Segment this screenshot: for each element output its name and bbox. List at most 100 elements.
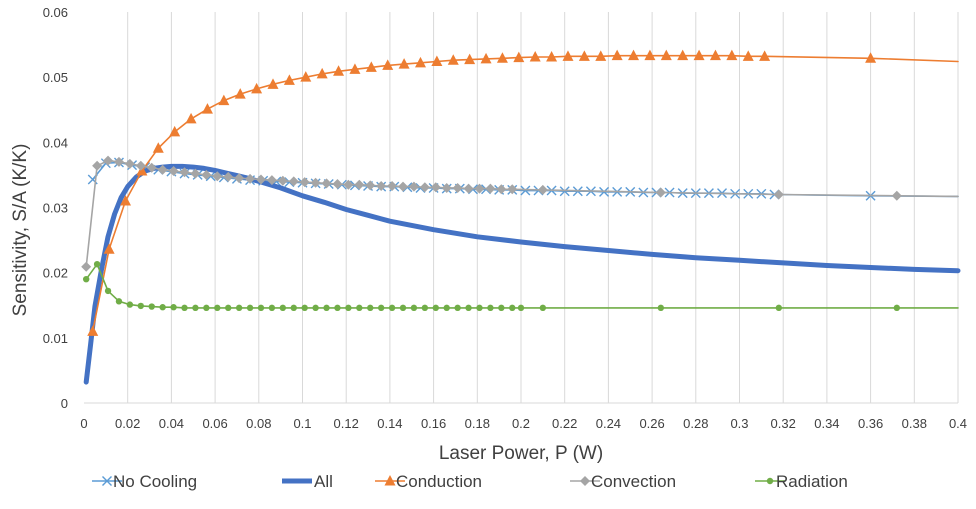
data-point — [441, 182, 452, 193]
data-point — [181, 304, 188, 312]
data-point — [103, 243, 115, 254]
x-tick-label: 0.24 — [596, 416, 621, 431]
data-point — [170, 304, 177, 311]
x-tick-label: 0 — [80, 416, 87, 431]
data-point — [399, 304, 407, 312]
legend-marker — [766, 477, 774, 485]
x-tick-label: 0.28 — [683, 416, 708, 431]
data-point — [104, 287, 112, 295]
y-tick-label: 0.04 — [43, 135, 68, 150]
data-point — [693, 49, 705, 61]
data-point — [235, 304, 243, 312]
data-point — [487, 304, 494, 312]
data-point — [201, 169, 212, 180]
data-point — [137, 302, 145, 310]
legend-label: No Cooling — [113, 472, 197, 491]
data-point — [517, 304, 525, 312]
legend-marker — [102, 476, 112, 486]
data-point — [611, 49, 623, 61]
data-point — [203, 304, 210, 312]
data-point — [509, 304, 516, 312]
data-point — [212, 171, 223, 182]
legend-item-conduction: Conduction — [375, 472, 482, 491]
data-point — [655, 187, 666, 198]
data-point — [376, 180, 387, 191]
data-point — [113, 156, 124, 167]
data-point — [323, 304, 330, 312]
data-point — [365, 61, 377, 72]
series-line-radiation — [85, 263, 959, 309]
series-group — [81, 49, 961, 385]
data-point — [891, 190, 902, 201]
data-point — [463, 183, 474, 194]
y-tick-label: 0.03 — [43, 201, 68, 216]
x-tick-label: 0.26 — [639, 416, 664, 431]
data-point — [408, 181, 419, 192]
data-point — [546, 50, 558, 62]
data-point — [81, 261, 92, 272]
data-point — [82, 275, 90, 283]
data-point — [334, 304, 341, 312]
data-point — [115, 298, 123, 305]
data-point — [332, 179, 343, 190]
series-convection — [81, 155, 959, 272]
data-point — [454, 304, 461, 312]
data-point — [367, 304, 374, 312]
data-point — [742, 50, 754, 61]
legend-marker — [384, 475, 396, 486]
data-point — [87, 325, 99, 336]
data-point — [476, 304, 483, 312]
data-point — [430, 182, 441, 193]
data-point — [92, 160, 103, 171]
data-point — [657, 304, 665, 312]
data-point — [246, 304, 254, 312]
data-point — [179, 167, 190, 178]
legend-label: Radiation — [776, 472, 848, 491]
x-tick-label: 0.36 — [858, 416, 883, 431]
data-point — [124, 158, 135, 169]
series-radiation — [82, 260, 959, 312]
data-point — [595, 50, 607, 61]
data-point — [267, 78, 279, 89]
data-point — [333, 65, 345, 76]
data-point — [474, 183, 485, 194]
x-tick-label: 0.22 — [552, 416, 577, 431]
legend: No Cooling All Conduction Convection Radiati… — [92, 472, 848, 491]
data-point — [398, 58, 410, 69]
data-point — [447, 54, 459, 65]
data-point — [301, 304, 308, 312]
data-point — [559, 186, 570, 197]
data-point — [480, 52, 492, 64]
x-tick-label: 0.2 — [512, 416, 530, 431]
data-point — [485, 183, 496, 194]
data-point — [126, 301, 134, 308]
data-point — [893, 304, 901, 312]
data-point — [539, 304, 547, 312]
data-point — [277, 175, 288, 186]
data-point — [234, 173, 245, 184]
data-point — [465, 304, 472, 312]
y-tick-labels: 0 0.01 0.02 0.03 0.04 0.05 0.06 — [43, 5, 68, 411]
data-point — [136, 165, 148, 176]
data-point — [223, 171, 234, 182]
data-point — [288, 176, 299, 187]
data-point — [245, 173, 256, 184]
data-point — [169, 125, 181, 137]
x-tick-label: 0.04 — [159, 416, 184, 431]
data-point — [537, 184, 548, 195]
data-point — [865, 52, 877, 63]
legend-item-no-cooling: No Cooling — [92, 472, 197, 491]
data-point — [316, 67, 328, 79]
data-point — [498, 304, 505, 312]
data-point — [190, 168, 201, 179]
legend-label: Convection — [591, 472, 676, 491]
data-point — [214, 304, 221, 312]
data-point — [775, 304, 783, 312]
data-point — [159, 304, 166, 311]
legend-label: All — [314, 472, 333, 491]
x-tick-label: 0.02 — [115, 416, 140, 431]
data-point — [660, 49, 672, 61]
data-point — [146, 162, 157, 173]
